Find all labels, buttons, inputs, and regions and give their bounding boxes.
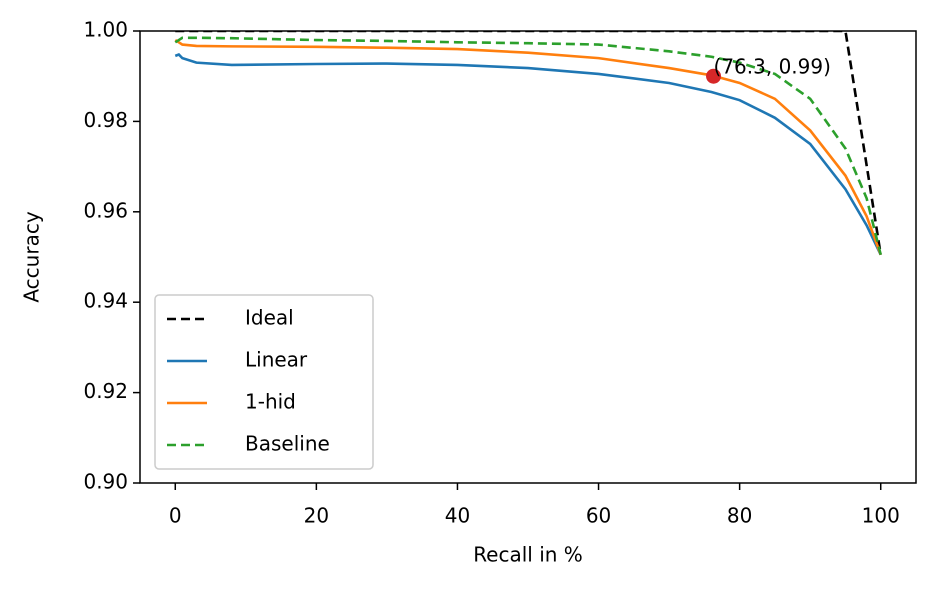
legend-label: Linear: [245, 348, 308, 372]
legend-label: 1-hid: [245, 390, 296, 414]
legend-label: Ideal: [245, 306, 294, 330]
x-axis-label: Recall in %: [473, 543, 583, 567]
series-line: [174, 38, 882, 256]
x-tick-label: 20: [304, 504, 329, 528]
series-line: [174, 36, 882, 256]
y-tick-label: 0.90: [83, 470, 128, 494]
y-tick-label: 0.92: [83, 379, 128, 403]
x-tick-label: 80: [727, 504, 752, 528]
plot-frame: [139, 30, 917, 484]
series-line: [174, 52, 882, 256]
annotation-label: (76.3, 0.99): [714, 55, 831, 79]
legend-label: Baseline: [245, 432, 330, 456]
y-tick-label: 0.98: [83, 108, 128, 132]
x-tick-label: 0: [169, 504, 182, 528]
x-tick-label: 40: [445, 504, 470, 528]
y-tick-label: 0.94: [83, 289, 128, 313]
annotation-point: [706, 68, 722, 84]
legend-box: [154, 294, 374, 470]
x-tick-label: 60: [586, 504, 611, 528]
y-axis-label: Accuracy: [20, 211, 44, 302]
y-tick-label: 0.96: [83, 198, 128, 222]
x-tick-label: 100: [862, 504, 900, 528]
y-tick-label: 1.00: [83, 18, 128, 42]
